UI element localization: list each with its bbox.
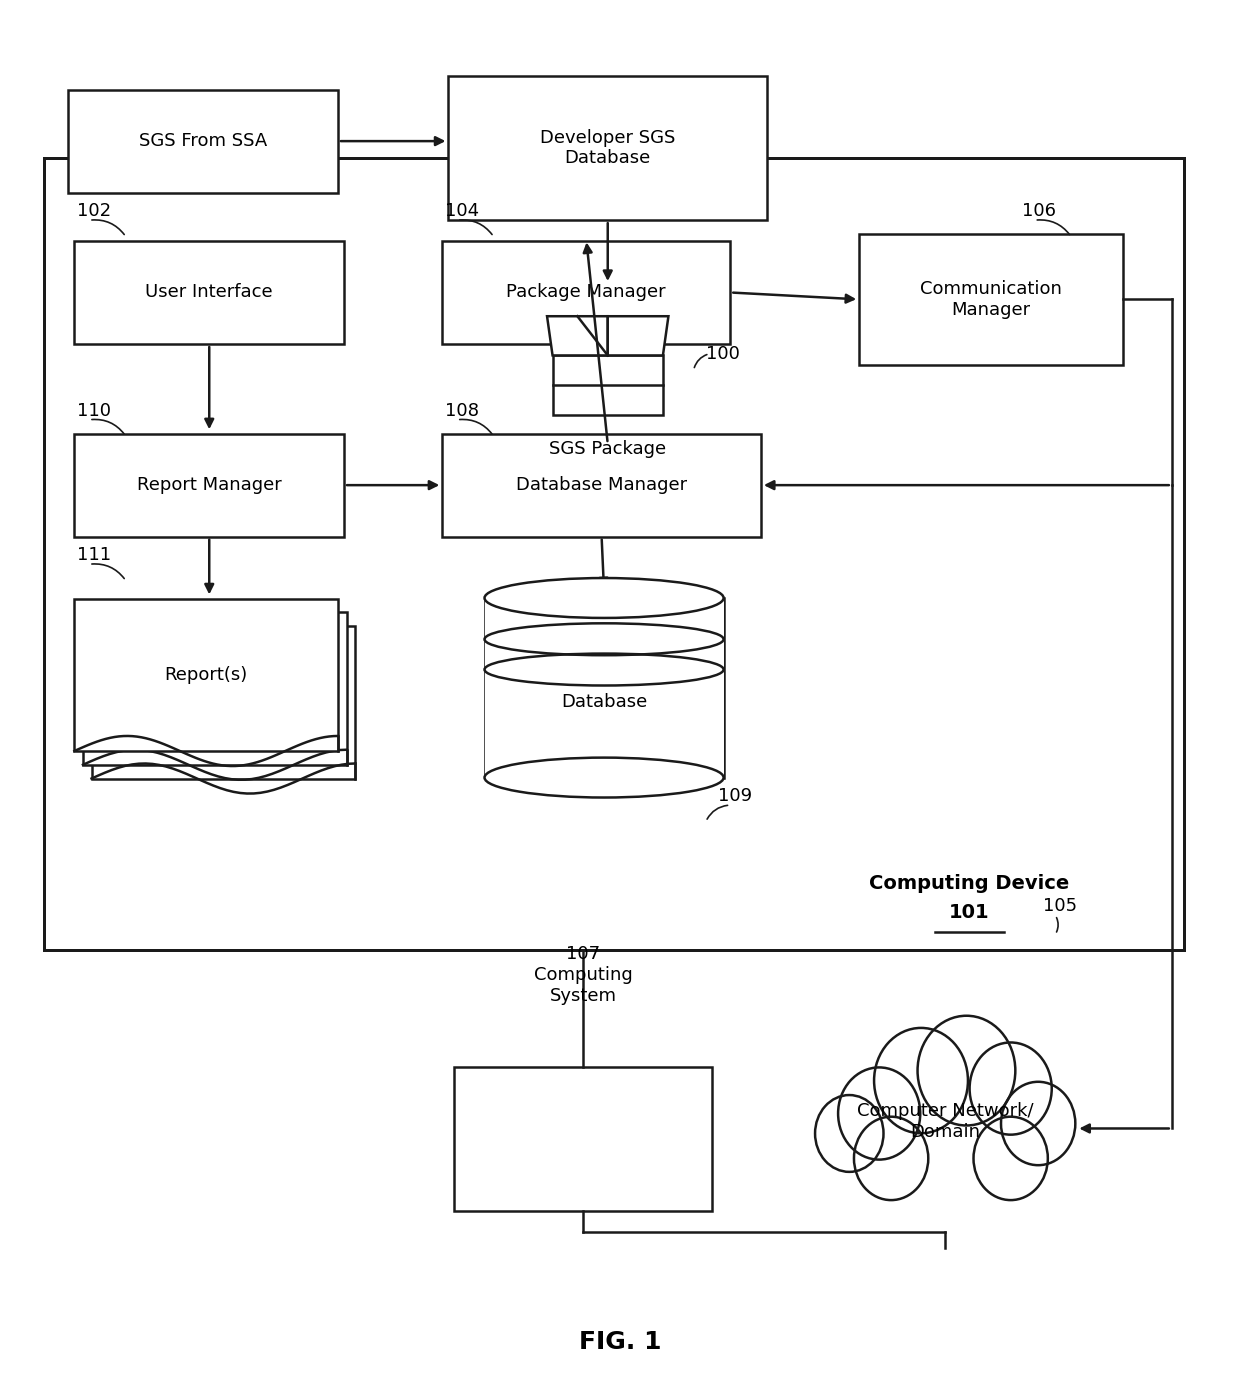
Circle shape <box>838 1068 920 1159</box>
Text: 107
Computing
System: 107 Computing System <box>534 945 632 1005</box>
FancyBboxPatch shape <box>74 240 345 345</box>
FancyBboxPatch shape <box>83 613 346 764</box>
Text: 105: 105 <box>1043 897 1078 915</box>
FancyBboxPatch shape <box>43 158 1184 949</box>
FancyBboxPatch shape <box>443 240 730 345</box>
FancyBboxPatch shape <box>859 234 1122 364</box>
Text: Database Manager: Database Manager <box>516 477 687 493</box>
FancyBboxPatch shape <box>443 434 761 537</box>
Text: 110: 110 <box>77 402 110 420</box>
FancyBboxPatch shape <box>455 1066 712 1211</box>
Text: SGS From SSA: SGS From SSA <box>139 132 268 150</box>
Text: Report(s): Report(s) <box>165 666 248 684</box>
Text: Package Manager: Package Manager <box>506 284 666 302</box>
Polygon shape <box>547 317 608 356</box>
Text: Report Manager: Report Manager <box>136 477 281 493</box>
Text: 106: 106 <box>1022 202 1056 220</box>
Circle shape <box>970 1042 1052 1134</box>
Text: Computing Device: Computing Device <box>869 874 1070 892</box>
Text: Communication
Manager: Communication Manager <box>920 279 1061 318</box>
Circle shape <box>854 1116 929 1200</box>
FancyBboxPatch shape <box>485 598 724 777</box>
Text: 108: 108 <box>445 402 479 420</box>
FancyBboxPatch shape <box>74 434 345 537</box>
FancyBboxPatch shape <box>68 89 339 193</box>
FancyBboxPatch shape <box>74 599 339 751</box>
Text: 101: 101 <box>949 904 990 922</box>
FancyBboxPatch shape <box>92 626 355 778</box>
Circle shape <box>1001 1081 1075 1165</box>
Text: 102: 102 <box>77 202 110 220</box>
Text: 109: 109 <box>718 787 753 805</box>
Ellipse shape <box>485 758 724 798</box>
Text: Developer SGS
Database: Developer SGS Database <box>541 129 676 167</box>
Polygon shape <box>608 317 668 356</box>
Circle shape <box>815 1095 884 1172</box>
Text: SGS Package: SGS Package <box>549 441 666 459</box>
FancyBboxPatch shape <box>553 356 663 416</box>
Text: FIG. 1: FIG. 1 <box>579 1330 661 1354</box>
Circle shape <box>973 1116 1048 1200</box>
Text: User Interface: User Interface <box>145 284 273 302</box>
Text: 111: 111 <box>77 546 110 564</box>
Text: 104: 104 <box>445 202 479 220</box>
Circle shape <box>918 1016 1016 1126</box>
Ellipse shape <box>485 578 724 619</box>
Circle shape <box>874 1029 968 1133</box>
Text: Computer Network/
Domain: Computer Network/ Domain <box>857 1102 1033 1141</box>
Text: 100: 100 <box>706 345 740 363</box>
FancyBboxPatch shape <box>449 75 768 220</box>
Text: Database: Database <box>560 694 647 712</box>
